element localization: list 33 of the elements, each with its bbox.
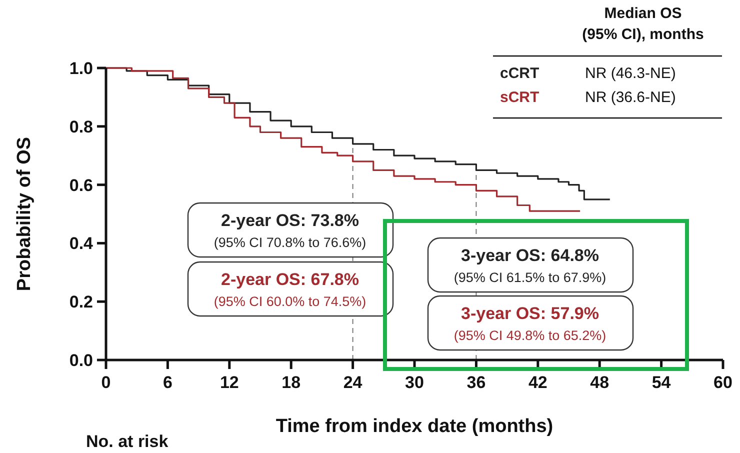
x-tick-label: 6 <box>162 373 172 392</box>
x-tick-label: 24 <box>343 373 363 392</box>
legend-title: Median OS (95% CI), months <box>582 5 704 43</box>
x-tick-label: 0 <box>101 373 111 392</box>
x-tick-label: 18 <box>282 373 301 392</box>
annotation: (95% CI 70.8% to 76.6%) <box>214 235 366 250</box>
text: sCRT <box>500 89 540 106</box>
x-tick-label: 48 <box>590 373 610 392</box>
x-axis-title: Time from index date (months) <box>276 416 554 437</box>
x-tick-label: 12 <box>220 373 239 392</box>
y-tick-label: 0.2 <box>69 292 93 312</box>
annotation: 3-year OS: 57.9% <box>461 304 599 323</box>
y-tick-label: 1.0 <box>69 58 93 78</box>
annotation: (95% CI 61.5% to 67.9%) <box>454 270 606 285</box>
y-tick-label: 0.4 <box>69 234 94 254</box>
y-tick-label: 0.0 <box>69 350 93 370</box>
annotation: (95% CI 49.8% to 65.2%) <box>454 328 606 343</box>
text: cCRT <box>500 65 540 82</box>
annotation: 2-year OS: 73.8% <box>221 211 359 230</box>
x-tick-label: 54 <box>652 373 672 392</box>
y-tick-label: 0.6 <box>69 176 93 195</box>
y-axis-title: Probability of OS <box>14 136 35 292</box>
x-tick-label: 36 <box>466 373 486 392</box>
y-tick-label: 0.8 <box>69 117 93 136</box>
annotation: NR (46.3-NE) <box>585 65 676 82</box>
annotation: 2-year OS: 67.8% <box>221 270 359 289</box>
x-tick-label: 42 <box>528 373 548 392</box>
annotation: NR (36.6-NE) <box>585 89 676 106</box>
x-tick-label: 30 <box>405 373 424 392</box>
x-tick-label: 60 <box>714 373 732 392</box>
annotation: (95% CI 60.0% to 74.5%) <box>214 294 366 309</box>
annotation: 3-year OS: 64.8% <box>461 246 599 265</box>
text: No. at risk <box>86 432 169 451</box>
